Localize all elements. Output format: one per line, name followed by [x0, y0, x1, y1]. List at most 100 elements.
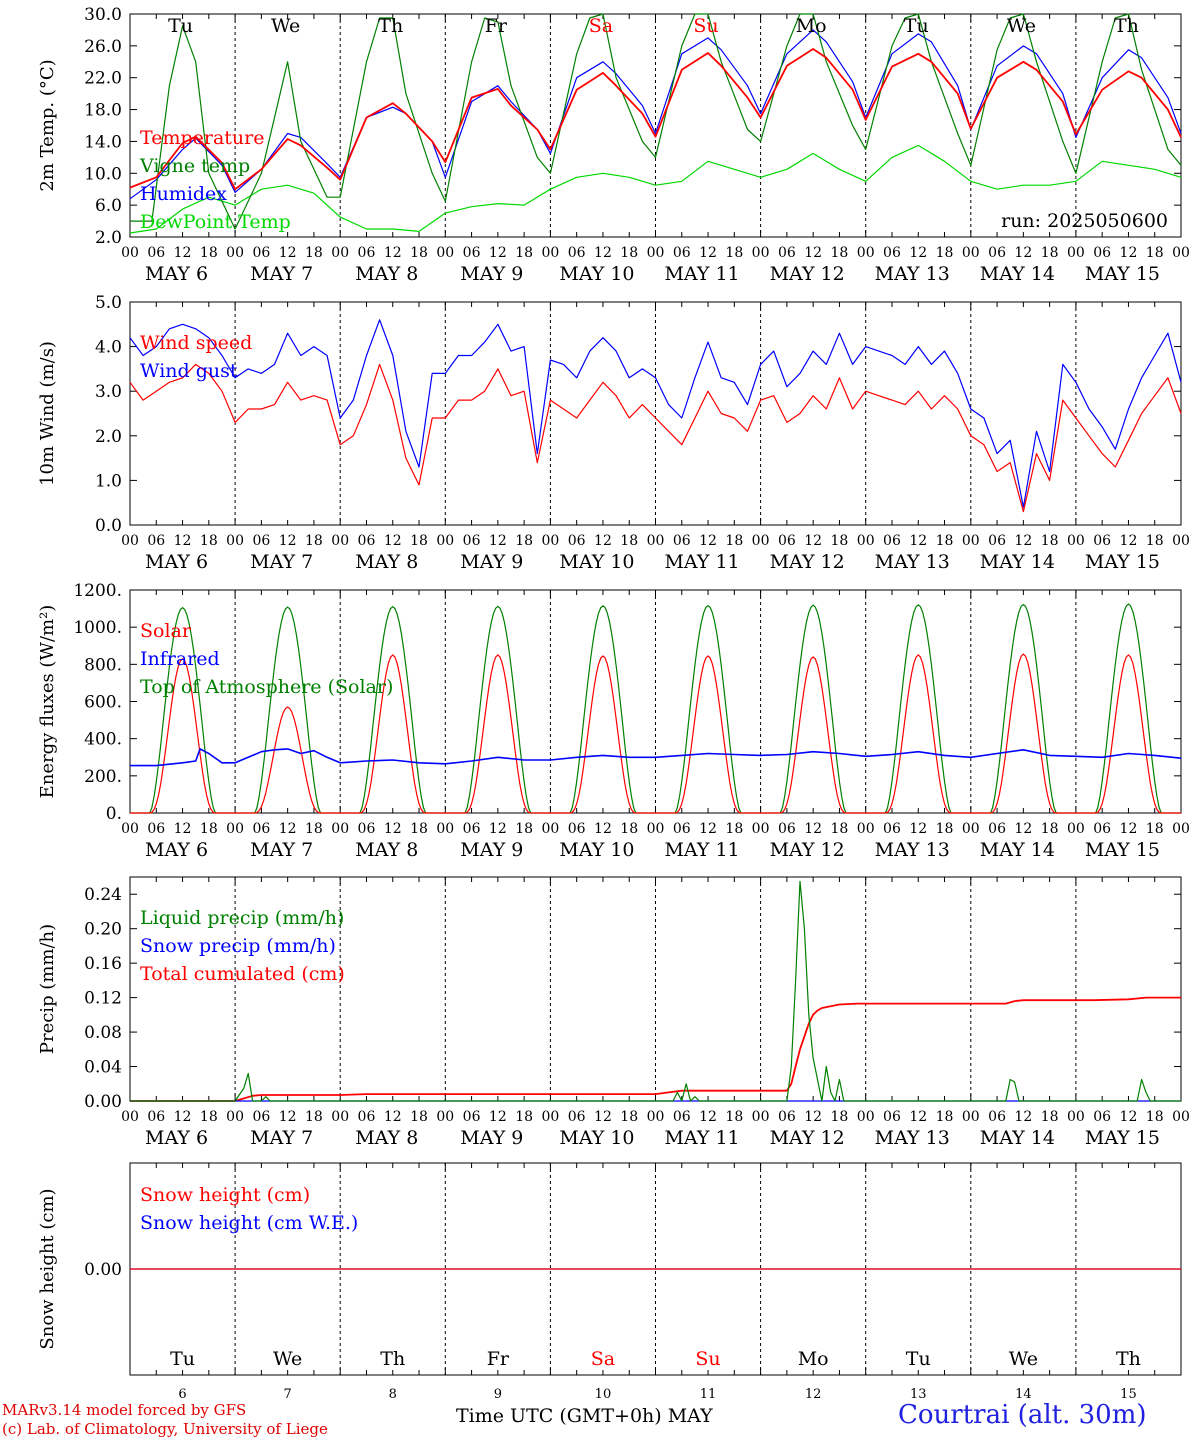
y-tick-label: 400.	[84, 730, 122, 750]
day-label-bottom: Sa	[591, 1348, 615, 1370]
hour-tick-label: 12	[384, 245, 402, 261]
date-label: MAY 14	[980, 551, 1055, 573]
hour-tick-label: 12	[699, 245, 717, 261]
hour-tick-label: 06	[883, 533, 901, 549]
date-label: MAY 9	[460, 1127, 523, 1149]
hour-tick-label: 18	[620, 1109, 638, 1125]
hour-tick-label: 18	[725, 245, 743, 261]
credit-model: MARv3.14 model forced by GFS	[2, 1401, 247, 1419]
date-label: MAY 11	[664, 551, 739, 573]
day-number: 7	[284, 1387, 292, 1402]
hour-tick-label: 18	[200, 1109, 218, 1125]
hour-tick-label: 18	[725, 1109, 743, 1125]
hour-tick-label: 00	[436, 533, 454, 549]
hour-tick-label: 12	[699, 533, 717, 549]
y-tick-label: 2.0	[95, 228, 122, 248]
y-tick-label: 4.0	[95, 338, 122, 358]
series-infrared	[130, 748, 1182, 767]
date-label: MAY 12	[770, 551, 845, 573]
hour-tick-label: 00	[962, 245, 980, 261]
hour-tick-label: 12	[279, 1109, 297, 1125]
hour-tick-label: 00	[436, 821, 454, 837]
day-label-bottom: Tu	[906, 1348, 931, 1370]
hour-tick-label: 00	[752, 533, 770, 549]
hour-tick-label: 00	[1067, 533, 1085, 549]
hour-tick-label: 18	[410, 821, 428, 837]
legend-solar: Solar	[140, 620, 192, 642]
hour-tick-label: 06	[463, 533, 481, 549]
y-tick-label: 200.	[84, 767, 122, 787]
day-label-top: Fr	[485, 15, 508, 37]
hour-tick-label: 06	[883, 1109, 901, 1125]
hour-tick-label: 06	[988, 245, 1006, 261]
hour-tick-label: 06	[988, 821, 1006, 837]
hour-tick-label: 12	[699, 1109, 717, 1125]
hour-tick-label: 18	[200, 821, 218, 837]
hour-tick-label: 18	[305, 533, 323, 549]
y-tick-label: 1000.	[73, 618, 122, 638]
date-label: MAY 7	[250, 263, 313, 285]
day-label-top: Th	[1114, 15, 1139, 37]
day-label-top: Th	[378, 15, 403, 37]
hour-tick-label: 18	[305, 1109, 323, 1125]
day-label-top: Sa	[589, 15, 613, 37]
y-tick-label: 0.	[106, 804, 122, 824]
date-label: MAY 15	[1085, 1127, 1160, 1149]
station-name: Courtrai (alt. 30m)	[898, 1400, 1147, 1430]
legend-wind-speed: Wind speed	[140, 332, 252, 354]
hour-tick-label: 18	[936, 533, 954, 549]
credit-lab: (c) Lab. of Climatology, University of L…	[2, 1420, 328, 1438]
hour-tick-label: 06	[568, 821, 586, 837]
hour-tick-label: 12	[1014, 1109, 1032, 1125]
hour-tick-label: 06	[673, 245, 691, 261]
hour-tick-label: 18	[1041, 821, 1059, 837]
legend-snow-precip-mm-h-: Snow precip (mm/h)	[140, 935, 336, 957]
hour-tick-label: 00	[1067, 821, 1085, 837]
panel-frame-2	[129, 589, 1182, 814]
hour-tick-label: 12	[1014, 821, 1032, 837]
hour-tick-label: 00	[1172, 821, 1190, 837]
date-label: MAY 14	[980, 1127, 1055, 1149]
hour-tick-label: 18	[200, 245, 218, 261]
y-tick-label: 30.0	[84, 5, 122, 25]
hour-tick-label: 06	[778, 533, 796, 549]
hour-tick-label: 18	[1041, 533, 1059, 549]
date-label: MAY 10	[559, 1127, 634, 1149]
day-number: 15	[1120, 1387, 1137, 1402]
hour-tick-label: 18	[305, 821, 323, 837]
hour-tick-label: 18	[305, 245, 323, 261]
hour-tick-label: 00	[962, 533, 980, 549]
day-label-bottom: Th	[380, 1348, 405, 1370]
legend-infrared: Infrared	[140, 648, 220, 670]
hour-tick-label: 12	[909, 821, 927, 837]
y-tick-label: 800.	[84, 655, 122, 675]
hour-tick-label: 00	[962, 1109, 980, 1125]
legend-vigne-temp: Vigne temp	[139, 155, 250, 177]
hour-tick-label: 00	[857, 821, 875, 837]
hour-tick-label: 00	[541, 245, 559, 261]
date-label: MAY 10	[559, 839, 634, 861]
y-tick-label: 0.20	[84, 920, 122, 940]
hour-tick-label: 12	[804, 1109, 822, 1125]
hour-tick-label: 00	[752, 1109, 770, 1125]
day-label-top: Tu	[904, 15, 929, 37]
hour-tick-label: 06	[673, 1109, 691, 1125]
day-label-top: Tu	[168, 15, 193, 37]
hour-tick-label: 12	[384, 533, 402, 549]
hour-tick-label: 18	[1041, 1109, 1059, 1125]
day-number: 11	[700, 1387, 717, 1402]
date-label: MAY 6	[145, 839, 208, 861]
hour-tick-label: 06	[778, 245, 796, 261]
date-label: MAY 14	[980, 263, 1055, 285]
hour-tick-label: 06	[1093, 1109, 1111, 1125]
y-axis-label: 10m Wind (m/s)	[37, 341, 58, 486]
series-liquid-precip-mm-h-	[130, 880, 1181, 1102]
hour-tick-label: 00	[436, 245, 454, 261]
hour-tick-label: 06	[1093, 245, 1111, 261]
date-label: MAY 13	[875, 1127, 950, 1149]
series-wind-speed	[129, 363, 1182, 513]
legend-snow-height-cm-w-e-: Snow height (cm W.E.)	[140, 1212, 358, 1234]
y-tick-label: 0.00	[84, 1092, 122, 1112]
date-label: MAY 9	[460, 263, 523, 285]
hour-tick-label: 12	[909, 1109, 927, 1125]
